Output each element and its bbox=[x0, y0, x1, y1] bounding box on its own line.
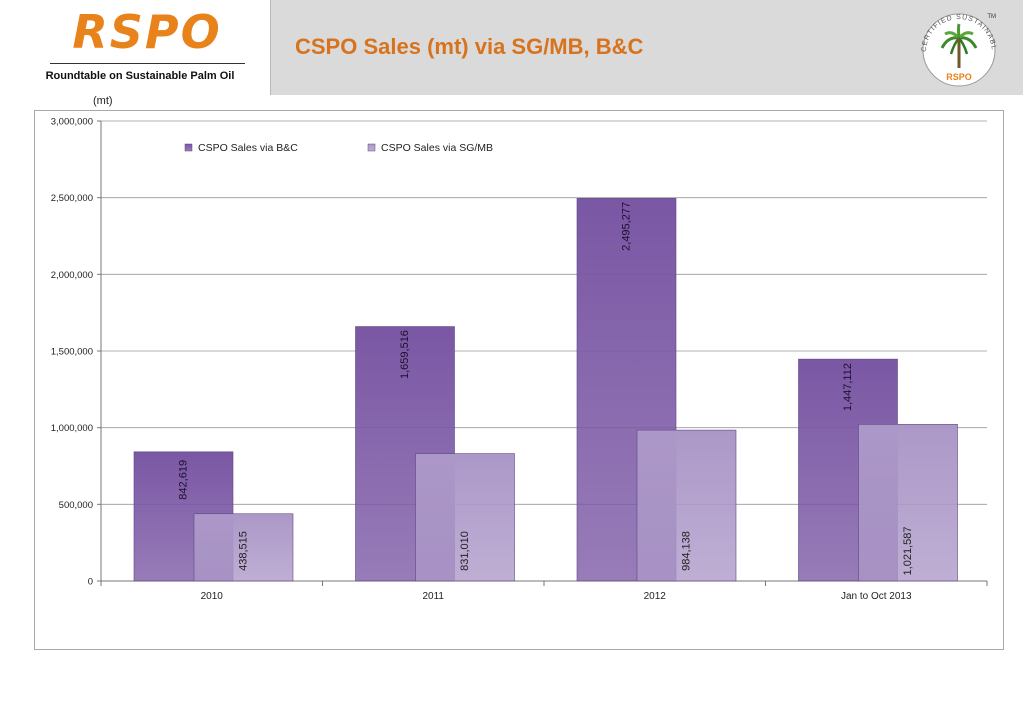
data-label: 842,619 bbox=[177, 460, 189, 500]
palm-tree-icon bbox=[940, 23, 978, 68]
bar-sgmb bbox=[858, 424, 958, 582]
data-label: 1,447,112 bbox=[842, 363, 854, 411]
legend-label-sgmb: CSPO Sales via SG/MB bbox=[381, 142, 493, 154]
y-tick-label: 3,000,000 bbox=[51, 117, 93, 128]
bar-sgmb bbox=[193, 513, 294, 582]
badge-tm-text: TM bbox=[987, 14, 996, 20]
certified-palm-badge-icon: CERTIFIED SUSTAINABLE PALM OIL RSPO TM bbox=[918, 8, 996, 87]
bar-sgmb bbox=[636, 429, 737, 582]
y-tick-label: 1,500,000 bbox=[51, 347, 93, 358]
x-tick-label: 2012 bbox=[644, 591, 667, 602]
y-tick-label: 2,000,000 bbox=[51, 270, 93, 281]
data-label: 2,495,277 bbox=[620, 202, 632, 251]
y-tick-label: 1,000,000 bbox=[51, 423, 93, 434]
data-label: 1,659,516 bbox=[399, 330, 411, 379]
x-tick-label: 2010 bbox=[201, 591, 224, 602]
x-tick-label: Jan to Oct 2013 bbox=[841, 591, 912, 602]
page-title: CSPO Sales (mt) via SG/MB, B&C bbox=[295, 34, 644, 59]
x-tick-label: 2011 bbox=[422, 591, 444, 602]
data-label: 831,010 bbox=[459, 531, 471, 571]
logo-wordmark: RSPO bbox=[72, 5, 222, 59]
bar-chart: 0 500,000 1,000,000 1,500,000 2,000,000 2,500… bbox=[51, 117, 988, 602]
chart-frame: 0 500,000 1,000,000 1,500,000 2,000,000 2,500… bbox=[34, 110, 1004, 650]
badge-rspo-text: RSPO bbox=[946, 72, 972, 82]
bar-sgmb bbox=[415, 453, 515, 582]
data-label: 984,138 bbox=[680, 531, 692, 571]
legend-swatch-sgmb bbox=[367, 143, 376, 152]
data-label: 438,515 bbox=[237, 531, 249, 571]
rspo-logo: RSPO Roundtable on Sustainable Palm Oil bbox=[0, 0, 270, 95]
data-label: 1,021,587 bbox=[902, 527, 914, 576]
y-tick-label: 2,500,000 bbox=[51, 193, 93, 204]
legend-label-bc: CSPO Sales via B&C bbox=[198, 142, 298, 154]
logo-underline bbox=[50, 63, 245, 64]
logo-subtitle: Roundtable on Sustainable Palm Oil bbox=[45, 70, 235, 82]
y-tick-label: 0 bbox=[88, 577, 93, 588]
header-bar: CSPO Sales (mt) via SG/MB, B&C CERTIFIED… bbox=[270, 0, 1023, 95]
legend-swatch-bc bbox=[184, 143, 193, 152]
y-tick-label: 500,000 bbox=[59, 500, 93, 511]
chart-unit-label: (mt) bbox=[93, 95, 113, 107]
